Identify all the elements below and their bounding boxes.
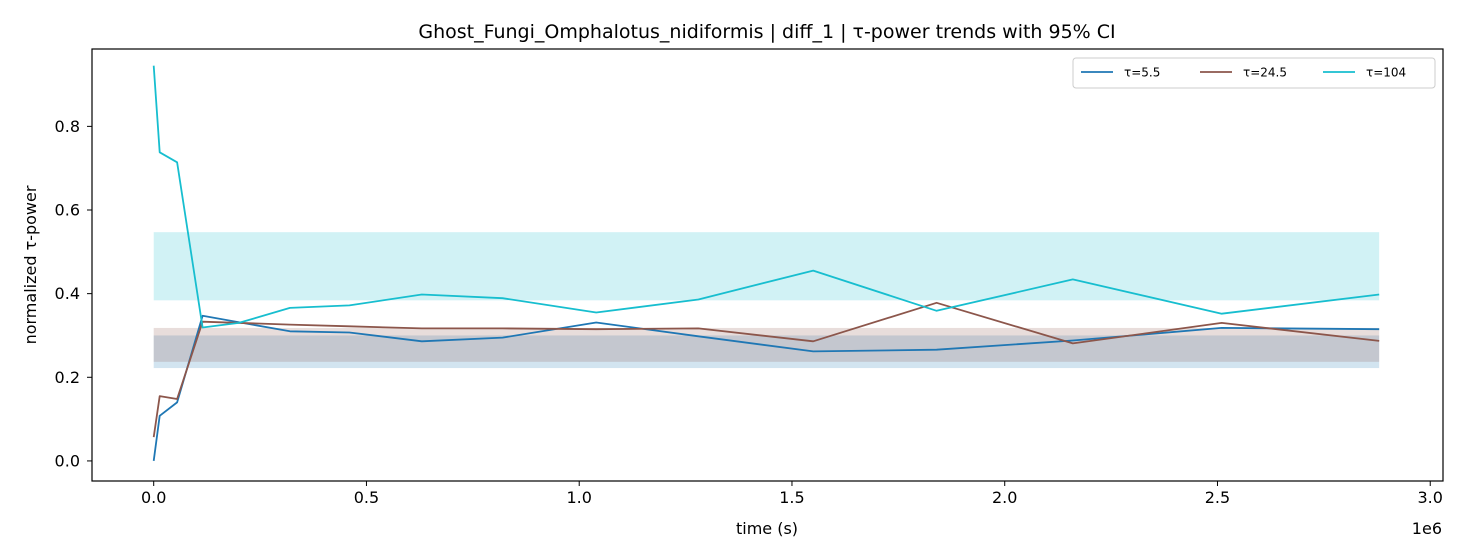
y-axis-label: normalized τ-power [21,185,40,344]
legend-label-0: τ=5.5 [1124,66,1160,80]
ci-band-0 [153,335,1380,369]
x-tick-label: 0.5 [354,488,379,507]
x-tick-label: 1.0 [566,488,591,507]
y-tick-label: 0.6 [55,201,80,220]
legend-label-1: τ=24.5 [1243,66,1287,80]
x-axis-label: time (s) [736,519,798,538]
x-axis-ticks: 0.0 0.5 1.0 1.5 2.0 2.5 3.0 [141,481,1443,507]
series-lines [152,65,1380,462]
plot-frame [91,48,1444,482]
chart-title: Ghost_Fungi_Omphalotus_nidiformis | diff… [418,21,1115,43]
series-line-2 [152,65,1380,329]
legend: τ=5.5 τ=24.5 τ=104 [1072,57,1436,89]
x-tick-label: 3.0 [1418,488,1443,507]
legend-box [1072,57,1436,89]
x-tick-label: 2.0 [992,488,1017,507]
x-tick-label: 2.5 [1205,488,1230,507]
series-line-1 [152,301,1380,438]
y-tick-label: 0.4 [55,284,80,303]
y-axis-ticks: 0.0 0.2 0.4 0.6 0.8 [55,117,92,470]
ci-band-2 [153,232,1380,301]
x-tick-label: 0.0 [141,488,166,507]
x-tick-label: 1.5 [779,488,804,507]
y-tick-label: 0.0 [55,451,80,470]
x-axis-offset-label: 1e6 [1412,519,1442,538]
y-tick-label: 0.8 [55,117,80,136]
y-tick-label: 0.2 [55,368,80,387]
legend-label-2: τ=104 [1366,66,1406,80]
ci-bands [153,232,1380,369]
